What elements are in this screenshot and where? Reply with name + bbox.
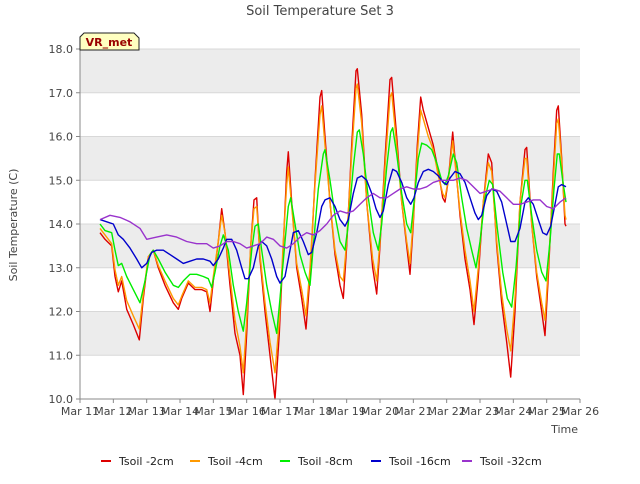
x-axis-label: Time bbox=[550, 423, 578, 436]
plot-band bbox=[80, 355, 580, 399]
y-tick-label: 11.0 bbox=[49, 349, 74, 362]
series-layer bbox=[99, 68, 567, 400]
x-tick-label: Mar 11 bbox=[61, 405, 99, 418]
y-tick-label: 13.0 bbox=[49, 262, 74, 275]
legend-label: Tsoil -4cm bbox=[207, 455, 263, 468]
x-tick-label: Mar 16 bbox=[228, 405, 266, 418]
y-axis-label: Soil Temperature (C) bbox=[7, 169, 20, 282]
legend-label: Tsoil -2cm bbox=[118, 455, 174, 468]
legend-label: Tsoil -32cm bbox=[479, 455, 542, 468]
x-tick-label: Mar 23 bbox=[461, 405, 499, 418]
station-label-text: VR_met bbox=[86, 36, 133, 49]
x-tick-label: Mar 15 bbox=[194, 405, 232, 418]
x-tick-label: Mar 22 bbox=[428, 405, 466, 418]
y-tick-label: 10.0 bbox=[49, 393, 74, 406]
x-tick-label: Mar 13 bbox=[128, 405, 166, 418]
y-tick-label: 14.0 bbox=[49, 218, 74, 231]
plot-band bbox=[80, 136, 580, 181]
series-line bbox=[99, 83, 567, 374]
x-tick-label: Mar 26 bbox=[561, 405, 599, 418]
chart-title: Soil Temperature Set 3 bbox=[246, 4, 394, 19]
plot-band bbox=[80, 311, 580, 356]
x-tick-label: Mar 24 bbox=[494, 405, 532, 418]
legend: Tsoil -2cm Tsoil -4cm Tsoil -8cm Tsoil -16c… bbox=[101, 455, 542, 468]
legend-label: Tsoil -8cm bbox=[297, 455, 353, 468]
y-tick-label: 15.0 bbox=[49, 174, 74, 187]
x-tick-label: Mar 17 bbox=[261, 405, 299, 418]
series-line bbox=[99, 168, 567, 284]
series-line bbox=[99, 177, 567, 249]
legend-label: Tsoil -16cm bbox=[388, 455, 451, 468]
x-tick-label: Mar 25 bbox=[528, 405, 566, 418]
y-ticks: 10.0 11.0 12.0 13.0 14.0 15.0 16.0 17.0 18.0 bbox=[49, 43, 80, 406]
x-tick-label: Mar 14 bbox=[161, 405, 199, 418]
x-tick-label: Mar 21 bbox=[394, 405, 432, 418]
series-line bbox=[99, 127, 567, 335]
station-label-box: VR_met bbox=[79, 32, 140, 51]
plot-band bbox=[80, 92, 580, 137]
x-tick-label: Mar 19 bbox=[328, 405, 366, 418]
y-tick-label: 16.0 bbox=[49, 131, 74, 144]
x-tick-label: Mar 20 bbox=[361, 405, 399, 418]
x-tick-label: Mar 18 bbox=[294, 405, 332, 418]
plot-band bbox=[80, 267, 580, 312]
plot-band bbox=[80, 49, 580, 93]
y-tick-label: 18.0 bbox=[49, 43, 74, 56]
x-tick-label: Mar 12 bbox=[94, 405, 132, 418]
y-tick-label: 12.0 bbox=[49, 306, 74, 319]
plot-band bbox=[80, 224, 580, 268]
y-tick-label: 17.0 bbox=[49, 87, 74, 100]
